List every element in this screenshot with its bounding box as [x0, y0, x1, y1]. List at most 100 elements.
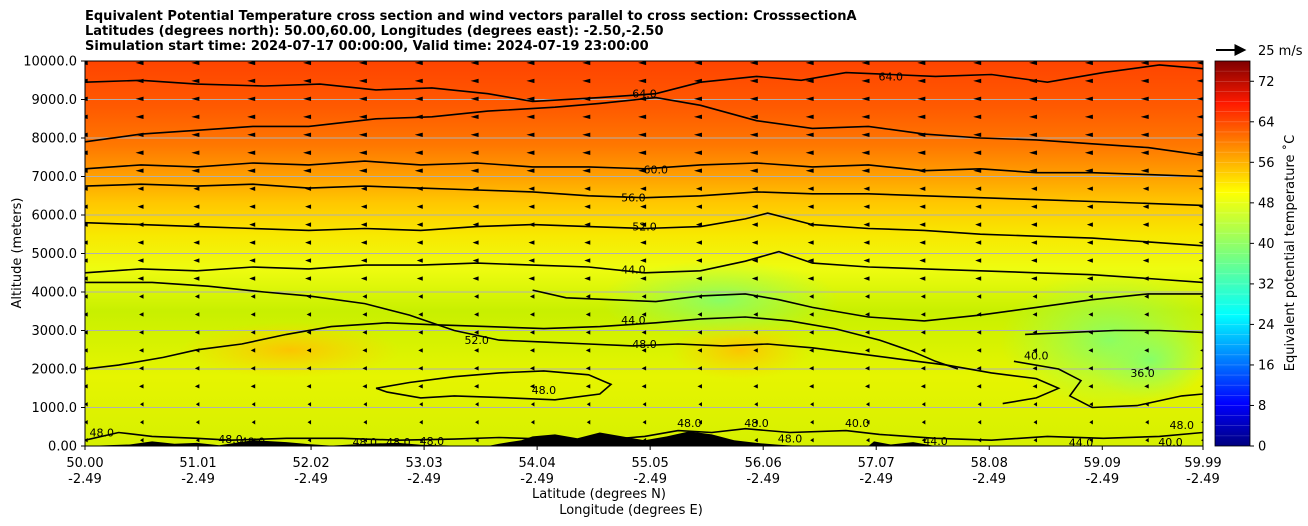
colorbar-tick-label: 40 — [1258, 237, 1275, 252]
wind-vector — [306, 366, 312, 371]
wind-vector — [303, 114, 312, 120]
wind-vector — [135, 61, 144, 66]
wind-vector — [474, 330, 479, 335]
y-tick-label: 2000.0 — [32, 363, 78, 378]
wind-vector — [1031, 204, 1038, 209]
wind-vector — [920, 384, 926, 389]
wind-vector — [418, 330, 423, 335]
wind-vector — [861, 114, 870, 120]
wind-vector — [863, 204, 870, 209]
colorbar-frame — [1214, 60, 1251, 447]
wind-vector — [247, 168, 256, 173]
wind-vector — [85, 150, 88, 155]
wind-vector — [638, 61, 647, 66]
wind-vector — [139, 384, 144, 389]
wind-vector — [137, 204, 144, 209]
wind-vector — [139, 366, 144, 371]
wind-vector — [135, 114, 144, 120]
wind-vector — [191, 78, 200, 84]
wind-vector — [641, 312, 647, 317]
wind-vector — [195, 420, 200, 425]
wind-vector — [1144, 348, 1149, 353]
wind-vector — [85, 294, 88, 299]
x-tick-label-lat: 59.99 — [1184, 456, 1221, 471]
wind-vector — [1088, 348, 1093, 353]
wind-vector — [920, 348, 926, 353]
wind-vector — [864, 348, 870, 353]
wind-vector — [753, 384, 758, 389]
wind-vector — [137, 258, 144, 263]
wind-vector — [919, 186, 926, 191]
wind-vector — [809, 366, 814, 371]
wind-vector — [917, 150, 926, 155]
wind-vector — [414, 61, 423, 66]
wind-vector — [1140, 96, 1149, 102]
y-tick-label: 9000.0 — [32, 93, 78, 108]
x-tick-label-lon: -2.49 — [68, 472, 102, 487]
wind-vector — [414, 132, 423, 137]
chart-title-block: Equivalent Potential Temperature cross s… — [85, 9, 857, 54]
wind-vector — [526, 132, 535, 137]
wind-vector — [194, 294, 200, 299]
wind-vector — [582, 132, 591, 137]
wind-vector — [641, 330, 647, 335]
wind-vector — [1145, 420, 1149, 425]
wind-vector — [1084, 96, 1093, 102]
contour-label: 48.0 — [218, 433, 243, 446]
contour-label: 48.0 — [353, 436, 378, 449]
wind-vector — [973, 114, 982, 120]
contour-label: 44.0 — [621, 264, 646, 277]
wind-vector — [976, 366, 982, 371]
wind-vector — [754, 420, 758, 425]
wind-vector — [528, 276, 535, 281]
wind-vector — [526, 96, 535, 102]
wind-vector — [697, 384, 702, 389]
x-tick-label-lon: -2.49 — [294, 472, 328, 487]
wind-vector — [303, 96, 312, 102]
wind-vector — [977, 402, 982, 407]
wind-vector — [809, 330, 814, 335]
wind-vector — [360, 240, 367, 245]
wind-vector — [416, 240, 423, 245]
wind-vector — [975, 276, 982, 281]
x-tick-label-lon: -2.49 — [1085, 472, 1119, 487]
x-axis-label-latitude: Latitude (degrees N) — [532, 487, 666, 502]
wind-vector — [751, 276, 758, 281]
wind-vector — [85, 61, 88, 66]
contour-labels: 64.0 64.0 60.0 56.0 52.0 44.0 44.0 48.0 52.0 48.0… — [90, 70, 1194, 449]
wind-vector — [865, 438, 870, 443]
wind-vector — [754, 438, 758, 443]
wind-vector — [975, 258, 982, 263]
y-tick-label: 6000.0 — [32, 209, 78, 224]
wind-vector — [526, 168, 535, 173]
wind-vector — [358, 132, 367, 137]
wind-vector — [472, 276, 479, 281]
wind-vector — [362, 348, 367, 353]
wind-vector — [191, 114, 200, 120]
wind-vector — [249, 186, 256, 191]
wind-vector — [861, 78, 870, 84]
wind-vector — [642, 420, 647, 425]
wind-vector — [861, 132, 870, 137]
wind-vector — [754, 402, 758, 407]
wind-vector — [695, 186, 702, 191]
wind-vector — [1144, 312, 1149, 317]
colorbar-bands — [1215, 70, 1250, 437]
wind-vector — [753, 312, 758, 317]
quiver-key: 25 m/s — [1216, 44, 1303, 59]
wind-vector — [638, 168, 647, 173]
wind-vector — [807, 276, 814, 281]
wind-vector — [305, 258, 312, 263]
wind-vector — [1032, 366, 1038, 371]
wind-vector — [85, 330, 88, 335]
wind-vector — [640, 240, 647, 245]
wind-vector — [193, 258, 200, 263]
wind-vector — [306, 330, 312, 335]
wind-vector — [416, 204, 423, 209]
wind-vector — [585, 348, 591, 353]
wind-vector — [85, 384, 88, 389]
wind-vector — [1142, 222, 1149, 227]
wind-vector — [976, 384, 982, 389]
wind-vector — [307, 402, 312, 407]
wind-vector — [1196, 168, 1203, 173]
